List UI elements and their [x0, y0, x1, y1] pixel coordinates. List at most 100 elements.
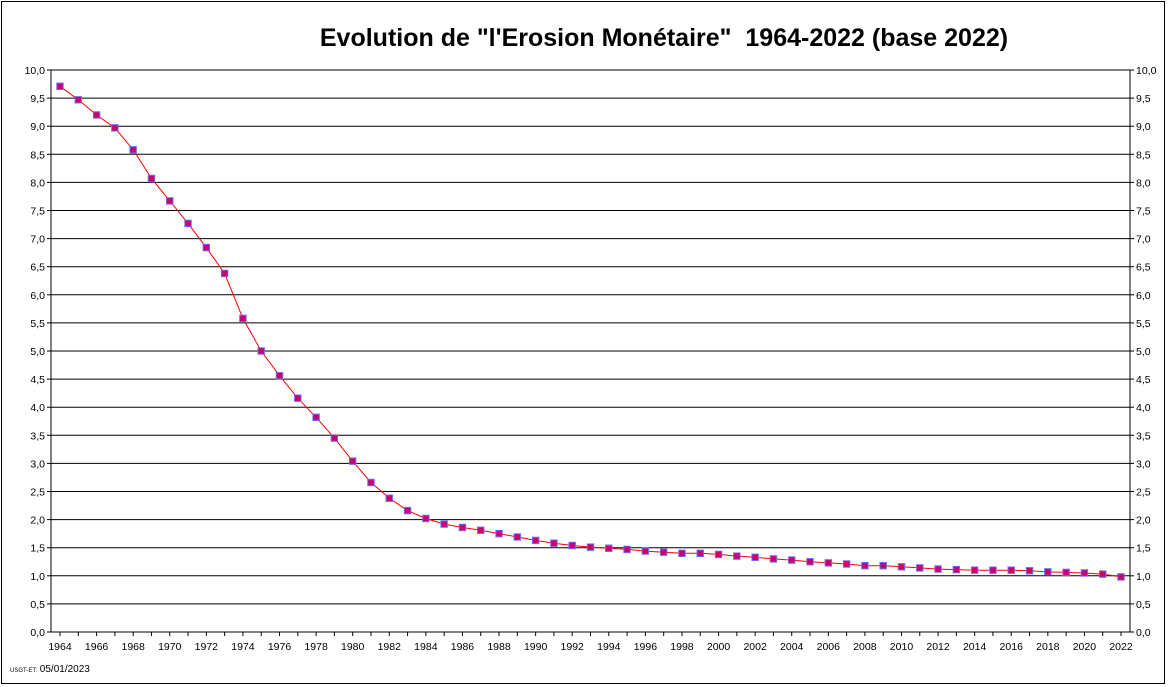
y-tick-label-left: 1,0 — [30, 571, 45, 583]
y-tick-label-left: 1,5 — [30, 543, 45, 555]
x-tick-label: 1990 — [524, 641, 548, 653]
y-tick-label-left: 4,5 — [30, 374, 45, 386]
x-tick-label: 1994 — [597, 641, 621, 653]
x-tick-label: 1986 — [451, 641, 475, 653]
y-tick-label-left: 5,5 — [30, 318, 45, 330]
data-point — [220, 269, 229, 278]
data-point — [239, 314, 247, 323]
x-tick-label: 2000 — [707, 641, 731, 653]
data-point — [550, 539, 558, 547]
y-tick-label-right: 5,0 — [1136, 346, 1151, 358]
y-tick-label-left: 6,0 — [30, 290, 45, 302]
data-point — [531, 536, 540, 545]
x-tick-label: 1996 — [634, 641, 658, 653]
data-point — [861, 561, 869, 570]
x-axis: 1964 1966 1968 1970 1972 1974 1976 1978 1980 1982… — [48, 641, 1133, 653]
data-point — [294, 394, 302, 402]
data-point — [842, 560, 851, 568]
data-point — [605, 544, 613, 552]
y-tick-label-left: 9,0 — [30, 121, 45, 133]
data-point — [806, 558, 814, 566]
x-tick-label: 2004 — [780, 641, 804, 653]
data-point — [696, 549, 704, 558]
y-tick-label-right: 5,5 — [1136, 318, 1151, 330]
x-tick-label: 1980 — [341, 641, 365, 653]
x-tick-label: 1966 — [85, 641, 109, 653]
y-tick-label-right: 0,0 — [1136, 627, 1151, 639]
y-tick-label-left: 3,5 — [30, 430, 45, 442]
y-tick-label-right: 6,0 — [1136, 290, 1151, 302]
y-tick-label-right: 8,0 — [1136, 177, 1151, 189]
data-point — [166, 197, 174, 205]
data-point — [989, 566, 997, 574]
data-point — [568, 541, 576, 550]
x-tick-label: 2010 — [890, 641, 914, 653]
data-point — [147, 174, 156, 183]
data-point — [74, 96, 82, 104]
data-point — [1099, 570, 1107, 578]
x-tick-label: 2020 — [1073, 641, 1097, 653]
y-tick-label-left: 7,0 — [30, 234, 45, 246]
series-markers — [56, 82, 1125, 581]
x-tick-label: 2002 — [743, 641, 767, 653]
y-tick-label-right: 4,0 — [1136, 402, 1151, 414]
y-tick-label-right: 2,5 — [1136, 487, 1151, 499]
data-point — [952, 565, 961, 574]
data-point — [678, 549, 686, 558]
footer-stamp: USGT-ET: 05/01/2023 — [10, 664, 90, 675]
y-tick-label-left: 9,5 — [30, 93, 45, 105]
y-tick-label-left: 3,0 — [30, 458, 45, 470]
y-tick-label-right: 1,0 — [1136, 571, 1151, 583]
data-point — [733, 552, 741, 560]
data-point — [1080, 569, 1089, 577]
data-point — [659, 548, 668, 556]
footer-date: 05/01/2023 — [39, 664, 90, 675]
y-axis-right: 0,0 0,5 1,0 1,5 2,0 2,5 3,0 3,5 4,0 4,5 5,0 5,5 6,0 6… — [1136, 65, 1157, 639]
data-point — [202, 243, 211, 252]
data-point — [330, 434, 339, 442]
y-tick-label-left: 8,0 — [30, 177, 45, 189]
data-point — [440, 520, 448, 528]
data-point — [56, 82, 64, 90]
data-point — [788, 556, 796, 564]
data-point — [714, 550, 723, 559]
data-point — [970, 566, 979, 574]
y-tick-label-left: 6,5 — [30, 262, 45, 274]
chart-title: Evolution de "l'Erosion Monétaire" 1964-… — [319, 24, 1009, 52]
y-tick-label-right: 8,5 — [1136, 149, 1151, 161]
y-tick-label-right: 9,5 — [1136, 93, 1151, 105]
y-tick-label-right: 7,0 — [1136, 234, 1151, 246]
data-point — [769, 555, 778, 563]
x-tick-label: 1972 — [195, 641, 219, 653]
data-point — [513, 533, 522, 541]
data-point — [184, 219, 192, 228]
data-point — [641, 547, 650, 555]
y-tick-label-left: 2,0 — [30, 515, 45, 527]
footer-prefix: USGT-ET: — [10, 668, 38, 674]
x-tick-label: 1998 — [670, 641, 694, 653]
x-tick-label: 1978 — [304, 641, 328, 653]
data-point — [275, 372, 284, 380]
data-point — [751, 553, 759, 561]
y-tick-label-right: 1,5 — [1136, 543, 1151, 555]
y-tick-label-right: 2,0 — [1136, 515, 1151, 527]
x-tick-label: 1970 — [158, 641, 182, 653]
data-point — [477, 526, 485, 534]
data-point — [879, 561, 887, 570]
y-tick-label-right: 9,0 — [1136, 121, 1151, 133]
data-point — [129, 146, 137, 154]
x-tick-label: 1968 — [121, 641, 145, 653]
y-tick-label-right: 4,5 — [1136, 374, 1151, 386]
data-point — [312, 413, 320, 422]
data-point — [367, 478, 375, 487]
y-tick-label-left: 7,5 — [30, 206, 45, 218]
y-axis-left: 0,0 0,5 1,0 1,5 2,0 2,5 3,0 3,5 4,0 4,5 5,0 5,5 6,0 6… — [25, 65, 46, 639]
y-tick-label-left: 2,5 — [30, 487, 45, 499]
grid-lines — [51, 69, 1130, 605]
y-tick-label-right: 10,0 — [1136, 65, 1157, 77]
data-point — [257, 347, 265, 355]
x-tick-label: 1974 — [231, 641, 255, 653]
y-tick-label-left: 0,5 — [30, 599, 45, 611]
